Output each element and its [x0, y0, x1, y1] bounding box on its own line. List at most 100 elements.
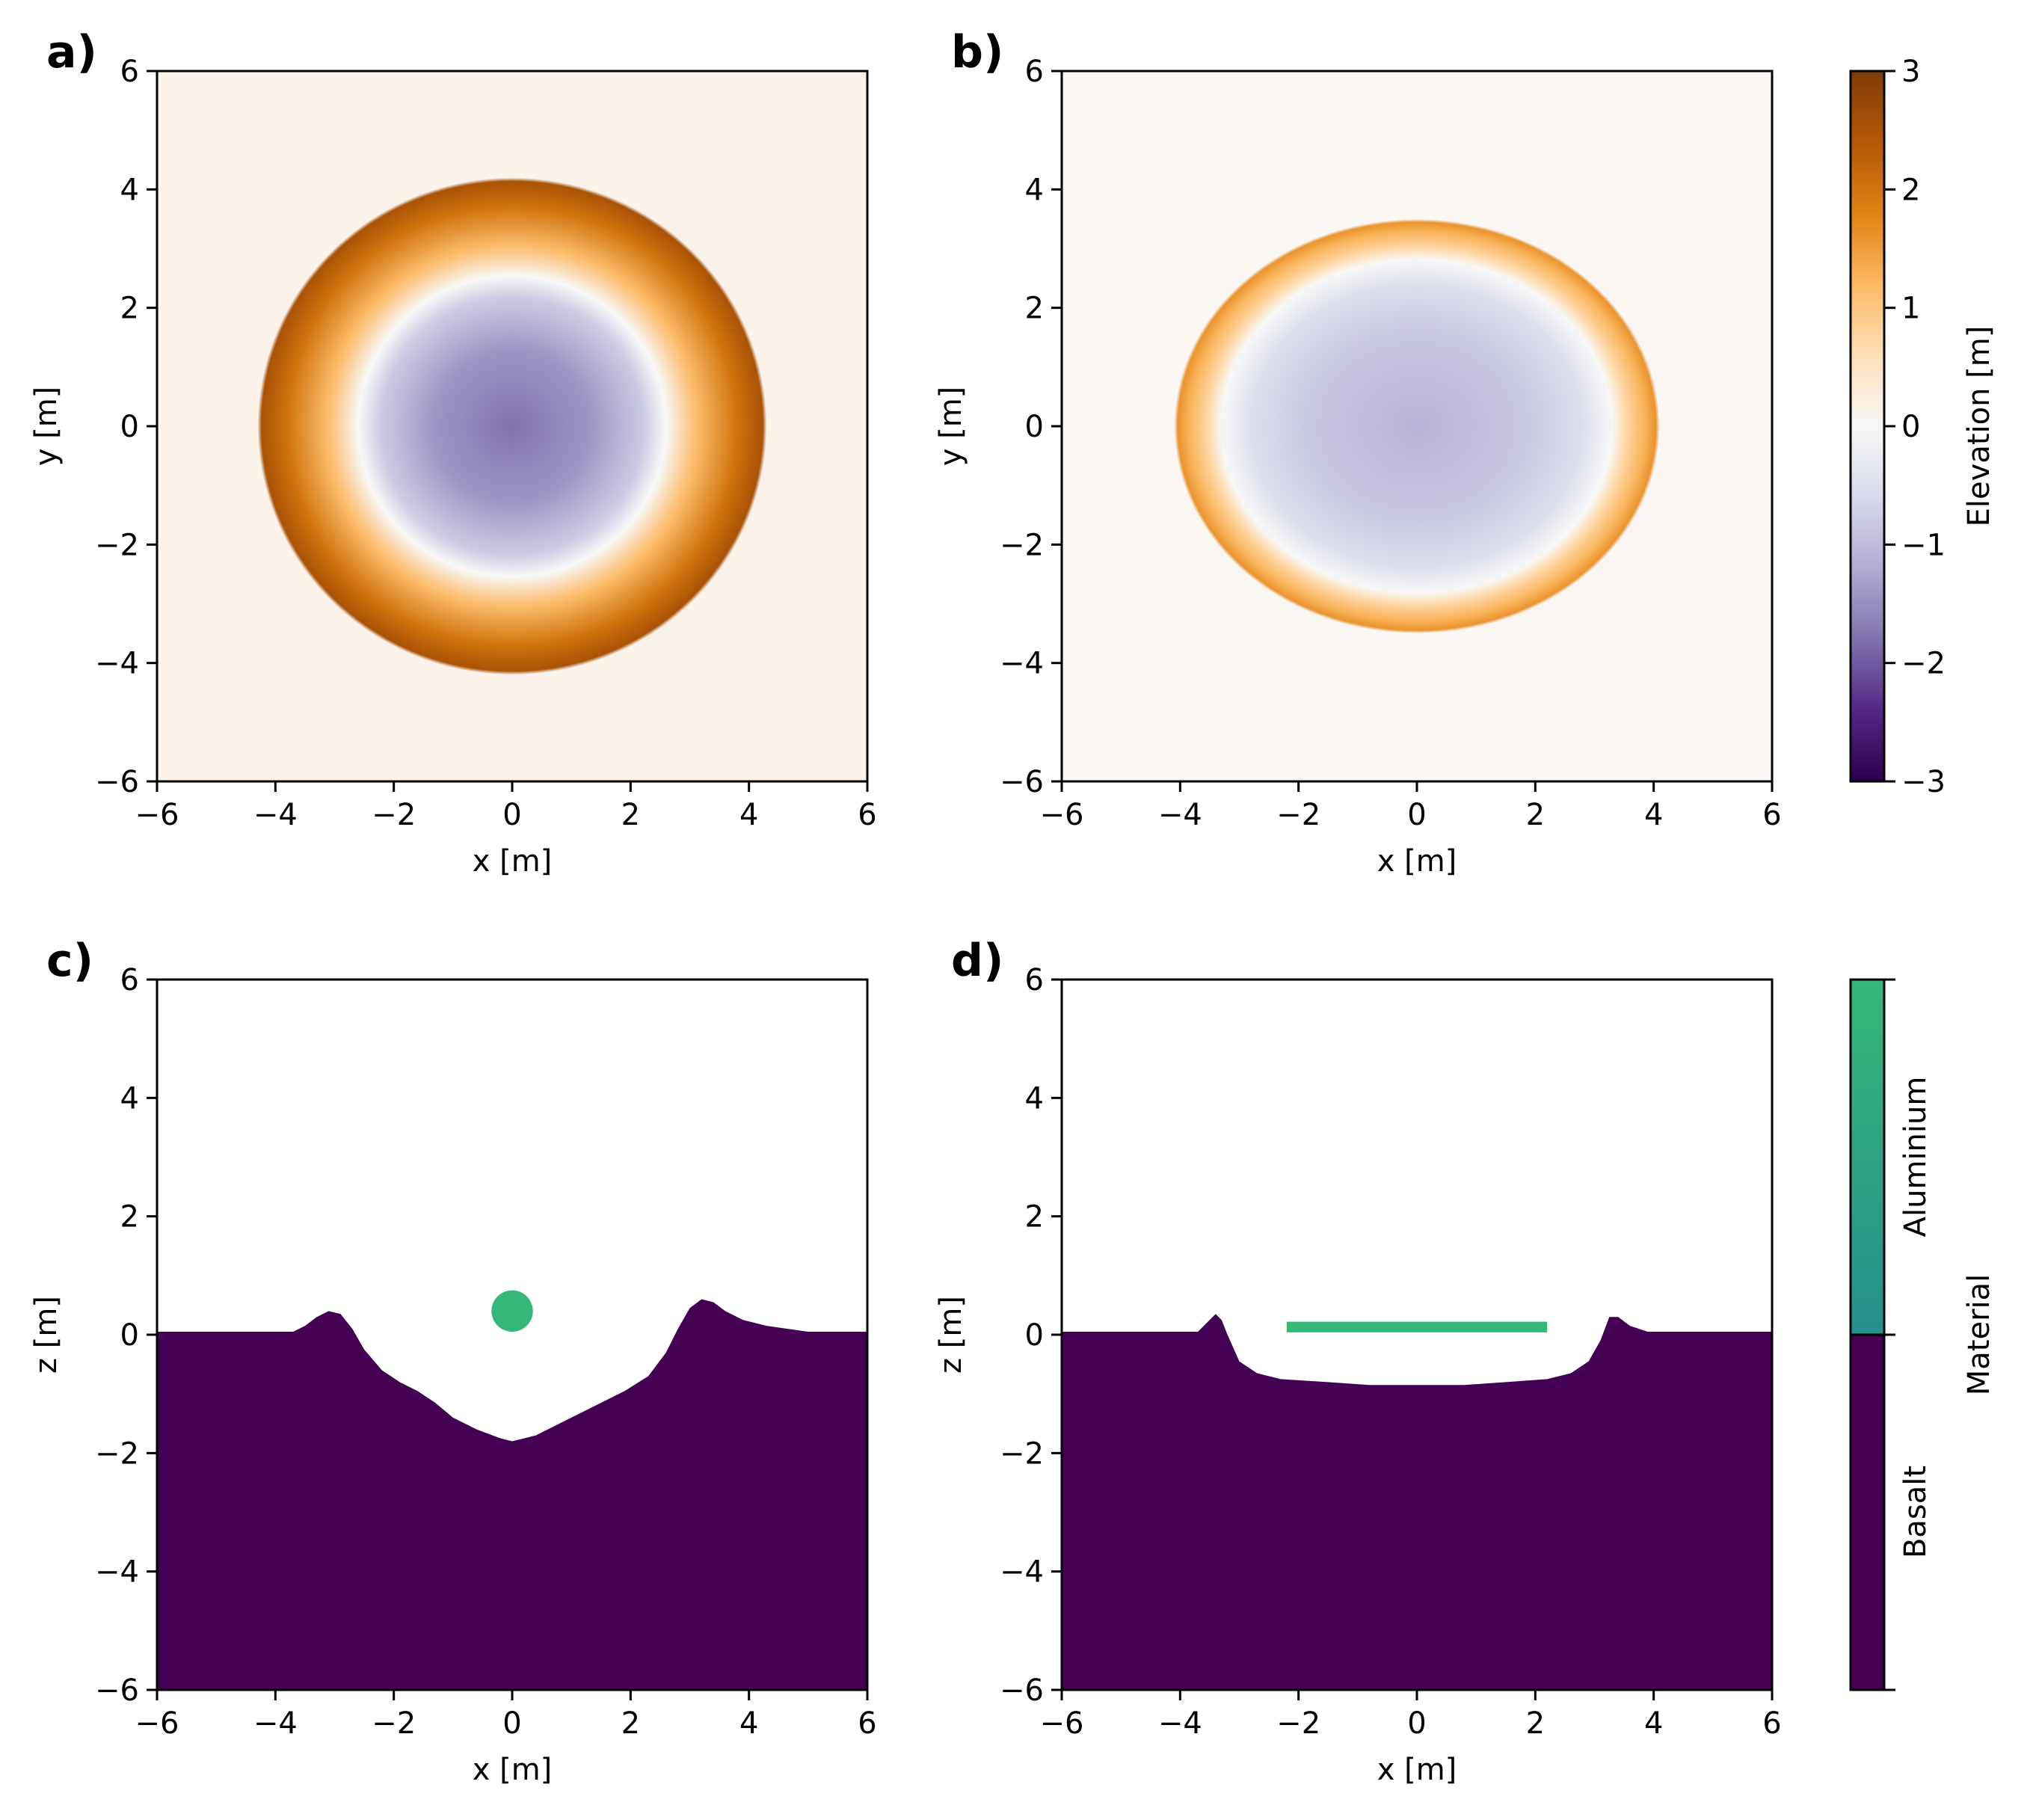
panel-d-ytick-label: −4 [1000, 1555, 1044, 1590]
colorbar-elevation-tick-label: 2 [1901, 173, 1920, 207]
panel-b-xtick-label: 2 [1526, 798, 1545, 832]
panel-a-ytick-label: 0 [120, 410, 139, 444]
panel-d-yticks: −6 −4 −2 0 2 4 6 [1000, 963, 1062, 1708]
panel-a-xtick-label: −6 [135, 798, 179, 832]
panel-b-xtick-label: 6 [1762, 798, 1781, 832]
panel-d-xlabel: x [m] [1377, 1753, 1457, 1787]
panel-b-xtick-label: −4 [1158, 798, 1202, 832]
panel-a-xtick-label: −2 [372, 798, 416, 832]
colorbar-elevation-tick-label: −1 [1901, 528, 1946, 562]
panel-b-ytick-label: −6 [1000, 765, 1044, 799]
panel-c: −6 −4 −2 0 2 4 6 −6 −4 −2 0 2 4 6 x [m] z [m] c) [29, 935, 877, 1787]
panel-a-ytick-label: 4 [120, 173, 139, 207]
panel-c-xtick-label: −2 [372, 1706, 416, 1741]
panel-d-ytick-label: 4 [1025, 1081, 1044, 1116]
panel-c-ytick-label: 0 [120, 1318, 139, 1353]
panel-b: −6 −4 −2 0 2 4 6 −6 −4 −2 0 2 4 6 x [m] y [m] b) [934, 26, 1782, 879]
panel-c-xtick-label: −6 [135, 1706, 179, 1741]
panel-c-ytick-label: 4 [120, 1081, 139, 1116]
panel-b-ytick-label: 6 [1025, 55, 1044, 89]
panel-a-xtick-label: 2 [621, 798, 640, 832]
panel-b-xlabel: x [m] [1377, 844, 1457, 879]
panel-d-xtick-label: −4 [1158, 1706, 1202, 1741]
panel-a-xticks: −6 −4 −2 0 2 4 6 [135, 781, 877, 832]
panel-c-xtick-label: −4 [253, 1706, 298, 1741]
panel-c-basalt [157, 1299, 867, 1690]
panel-d-ytick-label: −2 [1000, 1436, 1044, 1471]
panel-d-xtick-label: 2 [1526, 1706, 1545, 1741]
panel-a: −6 −4 −2 0 2 4 6 −6 −4 −2 0 2 4 6 x [m] y [m] a) [29, 26, 877, 879]
colorbar-material-basalt [1851, 1335, 1884, 1690]
panel-b-crater [1174, 218, 1660, 634]
panel-d-xtick-label: 4 [1644, 1706, 1663, 1741]
colorbar-material-label: Material [1962, 1274, 1996, 1396]
panel-d-ytick-label: 6 [1025, 963, 1044, 997]
panel-a-ytick-label: −4 [95, 647, 139, 681]
colorbar-material-aluminium [1851, 980, 1884, 1335]
colorbar-elevation-tick-label: −2 [1901, 647, 1946, 681]
panel-a-xlabel: x [m] [473, 844, 553, 879]
panel-b-yticks: −6 −4 −2 0 2 4 6 [1000, 55, 1062, 799]
panel-d-xtick-label: −2 [1276, 1706, 1320, 1741]
panel-d-xtick-label: 6 [1762, 1706, 1781, 1741]
panel-a-label: a) [46, 26, 97, 79]
panel-d-ytick-label: 2 [1025, 1200, 1044, 1235]
panel-c-ytick-label: −4 [95, 1555, 139, 1590]
panel-b-ytick-label: 4 [1025, 173, 1044, 207]
panel-b-xtick-label: 0 [1407, 798, 1426, 832]
panel-b-xtick-label: −2 [1276, 798, 1320, 832]
panel-a-ytick-label: −6 [95, 765, 139, 799]
panel-d-ylabel: z [m] [934, 1296, 968, 1374]
panel-c-impactor [491, 1290, 533, 1332]
panel-b-ytick-label: 2 [1025, 292, 1044, 326]
colorbar-elevation: 3 2 1 0 −1 −2 −3 Elevation [m] [1849, 55, 1996, 799]
panel-a-xtick-label: 6 [858, 798, 876, 832]
colorbar-elevation-label: Elevation [m] [1962, 326, 1996, 527]
panel-d-basalt [1062, 1314, 1772, 1690]
panel-c-ytick-label: −6 [95, 1673, 139, 1708]
panel-b-ytick-label: −4 [1000, 647, 1044, 681]
panel-c-ylabel: z [m] [29, 1296, 64, 1374]
panel-c-label: c) [46, 935, 93, 987]
panel-d-xtick-label: 0 [1407, 1706, 1426, 1741]
colorbar-elevation-ticks: 3 2 1 0 −1 −2 −3 [1884, 55, 1946, 799]
colorbar-elevation-tick-label: −3 [1901, 765, 1946, 799]
panel-d-ytick-label: 0 [1025, 1318, 1044, 1353]
colorbar-material-basalt-label: Basalt [1898, 1466, 1933, 1558]
panel-b-xtick-label: −6 [1040, 798, 1084, 832]
panel-d: −6 −4 −2 0 2 4 6 −6 −4 −2 0 2 4 6 x [m] z [m] d) [934, 935, 1782, 1787]
panel-b-ytick-label: −2 [1000, 528, 1044, 562]
panel-c-ytick-label: 2 [120, 1200, 139, 1235]
colorbar-material-aluminium-label: Aluminium [1898, 1077, 1933, 1238]
colorbar-elevation-bar [1849, 70, 1886, 783]
panel-a-crater [257, 177, 767, 675]
panel-a-ytick-label: 2 [120, 292, 139, 326]
panel-c-xlabel: x [m] [473, 1753, 553, 1787]
panel-d-xticks: −6 −4 −2 0 2 4 6 [1040, 1690, 1782, 1741]
panel-d-xtick-label: −6 [1040, 1706, 1084, 1741]
panel-c-ytick-label: 6 [120, 963, 139, 997]
panel-c-xtick-label: 6 [858, 1706, 876, 1741]
panel-d-label: d) [951, 935, 1003, 987]
panel-c-xtick-label: 4 [739, 1706, 758, 1741]
panel-b-ytick-label: 0 [1025, 410, 1044, 444]
panel-c-xticks: −6 −4 −2 0 2 4 6 [135, 1690, 877, 1741]
panel-c-ytick-label: −2 [95, 1436, 139, 1471]
panel-b-ylabel: y [m] [934, 387, 968, 467]
colorbar-elevation-tick-label: 3 [1901, 55, 1920, 89]
panel-b-xticks: −6 −4 −2 0 2 4 6 [1040, 781, 1782, 832]
panel-a-ytick-label: 6 [120, 55, 139, 89]
panel-d-ytick-label: −6 [1000, 1673, 1044, 1708]
panel-d-impactor [1286, 1321, 1548, 1332]
colorbar-elevation-tick-label: 0 [1901, 410, 1920, 444]
panel-b-label: b) [951, 26, 1003, 79]
panel-a-ylabel: y [m] [29, 387, 64, 467]
panel-a-xtick-label: −4 [253, 798, 298, 832]
panel-b-xtick-label: 4 [1644, 798, 1663, 832]
panel-a-yticks: −6 −4 −2 0 2 4 6 [95, 55, 157, 799]
colorbar-elevation-tick-label: 1 [1901, 292, 1920, 326]
panel-c-yticks: −6 −4 −2 0 2 4 6 [95, 963, 157, 1708]
panel-c-xtick-label: 0 [502, 1706, 521, 1741]
panel-a-xtick-label: 0 [502, 798, 521, 832]
